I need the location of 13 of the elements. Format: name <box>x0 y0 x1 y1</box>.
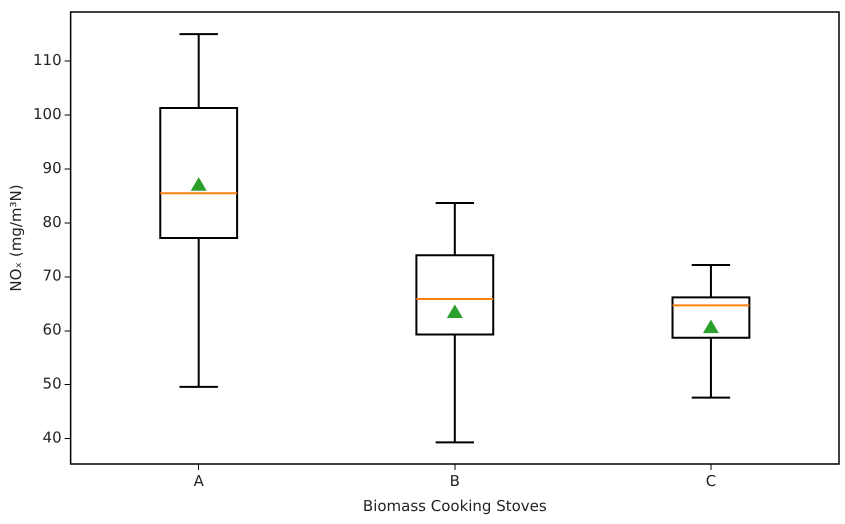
x-tick-label: A <box>194 472 205 490</box>
y-axis-title: NOₓ (mg/m³N) <box>6 184 25 292</box>
y-tick-label: 110 <box>32 50 62 69</box>
y-tick-label: 40 <box>42 428 62 447</box>
x-tick-label: B <box>450 472 460 490</box>
x-tick-label: C <box>706 472 716 490</box>
y-tick-label: 50 <box>42 374 62 393</box>
y-tick-label: 80 <box>42 212 62 231</box>
y-tick-label: 70 <box>42 266 62 285</box>
y-tick-label: 60 <box>42 320 62 339</box>
y-tick-label: 100 <box>32 104 62 123</box>
x-axis-title: Biomass Cooking Stoves <box>362 496 547 515</box>
y-tick-label: 90 <box>42 158 62 177</box>
